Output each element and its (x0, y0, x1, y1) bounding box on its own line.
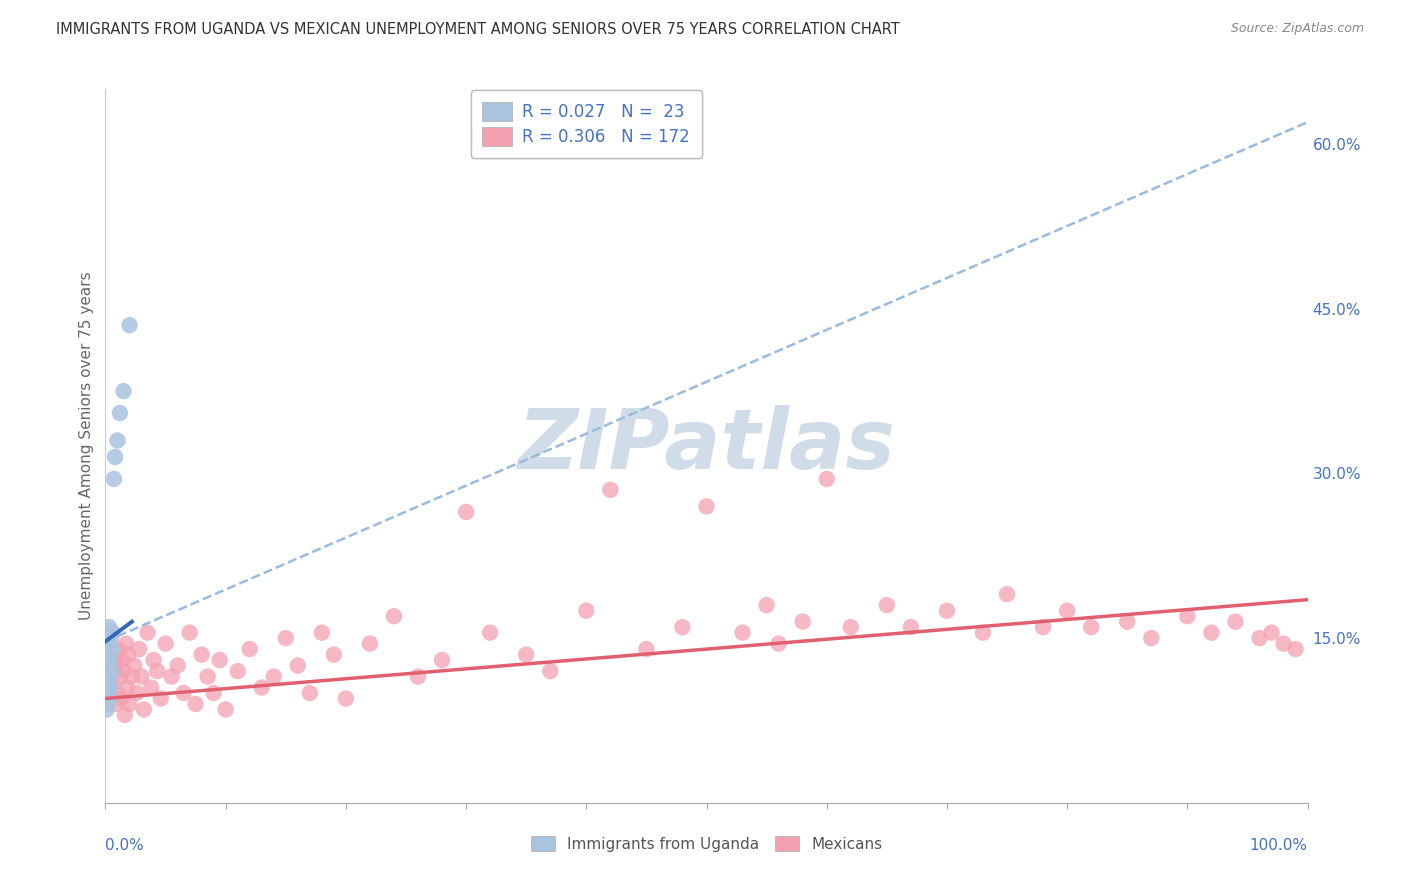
Point (1272, 637, 1295, 651)
Point (190, 648, 212, 662)
Point (755, 598, 778, 612)
Point (107, 434, 129, 448)
Point (226, 664, 249, 678)
Point (98, 691, 121, 706)
Point (117, 648, 139, 662)
Point (696, 500, 718, 514)
Point (104, 697, 127, 711)
Point (124, 658, 146, 673)
Point (107, 642, 129, 657)
Text: IMMIGRANTS FROM UGANDA VS MEXICAN UNEMPLOYMENT AMONG SENIORS OVER 75 YEARS CORRE: IMMIGRANTS FROM UGANDA VS MEXICAN UNEMPL… (56, 22, 900, 37)
Point (792, 615, 814, 629)
Point (104, 450, 127, 464)
Point (115, 637, 138, 651)
Point (972, 625, 994, 640)
Point (98, 653, 121, 667)
Point (97, 637, 120, 651)
Point (98, 631, 121, 645)
Point (108, 669, 131, 683)
Point (876, 598, 898, 612)
Point (100, 625, 122, 640)
Point (274, 631, 297, 645)
Point (515, 648, 537, 662)
Point (136, 625, 159, 640)
Point (115, 681, 138, 695)
Point (250, 681, 273, 695)
Point (149, 691, 172, 706)
Point (97, 697, 120, 711)
Point (263, 669, 285, 683)
Point (103, 472, 125, 486)
Point (100, 664, 122, 678)
Point (160, 669, 183, 683)
Point (1225, 615, 1247, 629)
Point (599, 483, 621, 497)
Point (311, 625, 333, 640)
Point (118, 318, 141, 333)
Point (839, 620, 862, 634)
Point (97, 675, 120, 690)
Text: Source: ZipAtlas.com: Source: ZipAtlas.com (1230, 22, 1364, 36)
Point (359, 637, 381, 651)
Point (179, 625, 201, 640)
Point (454, 505, 477, 519)
Point (96, 691, 118, 706)
Point (575, 604, 598, 618)
Point (1175, 609, 1198, 624)
Text: ZIPatlas: ZIPatlas (517, 406, 896, 486)
Point (636, 642, 658, 657)
Point (111, 653, 134, 667)
Point (98, 637, 121, 651)
Text: 100.0%: 100.0% (1250, 838, 1308, 854)
Point (128, 642, 150, 657)
Point (98, 681, 121, 695)
Point (430, 653, 453, 667)
Point (184, 697, 207, 711)
Point (214, 702, 236, 716)
Point (132, 702, 155, 716)
Point (1284, 642, 1306, 657)
Point (103, 653, 125, 667)
Point (1032, 620, 1054, 634)
Point (96, 669, 118, 683)
Point (406, 669, 429, 683)
Legend: R = 0.027   N =  23, R = 0.306   N = 172: R = 0.027 N = 23, R = 0.306 N = 172 (471, 90, 702, 158)
Point (101, 642, 124, 657)
Point (110, 691, 132, 706)
Point (936, 604, 959, 618)
Point (1116, 615, 1139, 629)
Point (202, 686, 225, 700)
Y-axis label: Unemployment Among Seniors over 75 years: Unemployment Among Seniors over 75 years (79, 272, 94, 620)
Point (112, 664, 135, 678)
Point (142, 653, 165, 667)
Point (98, 669, 121, 683)
Point (121, 669, 143, 683)
Point (298, 686, 321, 700)
Point (107, 686, 129, 700)
Point (1080, 620, 1102, 634)
Point (538, 664, 561, 678)
Point (287, 658, 309, 673)
Text: 0.0%: 0.0% (105, 838, 145, 854)
Point (139, 681, 162, 695)
Point (96, 681, 118, 695)
Point (100, 675, 122, 690)
Point (105, 658, 128, 673)
Point (166, 658, 188, 673)
Point (131, 669, 153, 683)
Point (1249, 631, 1271, 645)
Point (155, 637, 177, 651)
Point (96, 702, 118, 716)
Point (197, 669, 219, 683)
Point (479, 625, 502, 640)
Point (97, 653, 120, 667)
Point (815, 472, 838, 486)
Point (1056, 604, 1078, 618)
Point (382, 609, 405, 624)
Point (173, 686, 195, 700)
Point (335, 691, 357, 706)
Point (1260, 625, 1282, 640)
Point (1201, 625, 1223, 640)
Point (768, 637, 790, 651)
